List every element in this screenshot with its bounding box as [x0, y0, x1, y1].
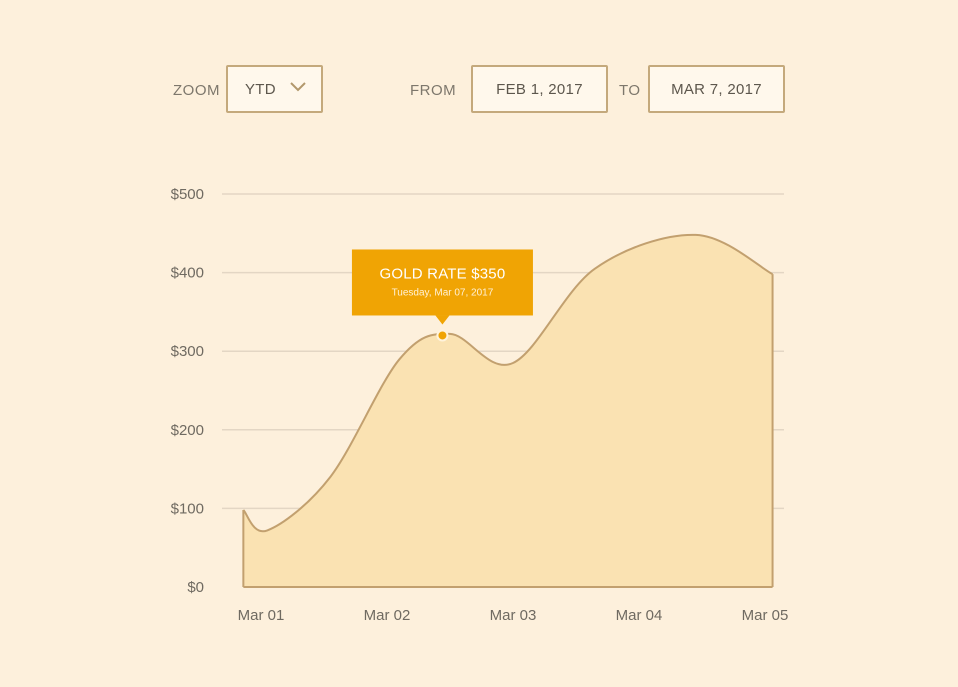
- tooltip-box: [351, 249, 533, 316]
- zoom-select[interactable]: YTD: [226, 65, 323, 113]
- x-tick-label: Mar 03: [490, 607, 537, 624]
- series-line: [242, 233, 774, 533]
- tooltip-subtitle: Tuesday, Mar 07, 2017: [392, 287, 494, 298]
- to-label: TO: [619, 82, 641, 99]
- to-date-input[interactable]: MAR 7, 2017: [648, 65, 785, 113]
- y-tick-label: $0: [187, 579, 204, 596]
- from-date-value: FEB 1, 2017: [496, 80, 583, 98]
- y-tick-label: $300: [171, 343, 204, 360]
- x-tick-label: Mar 05: [742, 607, 789, 624]
- x-tick-label: Mar 02: [364, 607, 411, 624]
- tooltip-pointer: [435, 315, 450, 325]
- gold-rate-tooltip: GOLD RATE $350 Tuesday, Mar 07, 2017: [351, 249, 533, 325]
- from-label: FROM: [410, 82, 457, 99]
- x-tick-label: Mar 01: [238, 607, 285, 624]
- y-tick-label: $100: [171, 500, 204, 517]
- data-point-marker[interactable]: [436, 329, 449, 342]
- area-fill: [243, 234, 773, 588]
- x-tick-label: Mar 04: [616, 607, 663, 624]
- zoom-select-value: YTD: [245, 80, 276, 98]
- y-tick-label: $400: [171, 265, 204, 282]
- chevron-down-icon: [290, 82, 306, 92]
- from-date-input[interactable]: FEB 1, 2017: [471, 65, 608, 113]
- to-date-value: MAR 7, 2017: [671, 80, 762, 98]
- y-tick-label: $500: [171, 186, 204, 203]
- x-axis-ticks: Mar 01 Mar 02 Mar 03 Mar 04 Mar 05: [238, 607, 789, 624]
- y-axis-ticks: $0 $100 $200 $300 $400 $500: [171, 186, 204, 596]
- y-tick-label: $200: [171, 422, 204, 439]
- zoom-label: ZOOM: [173, 82, 220, 99]
- tooltip-title: GOLD RATE $350: [379, 265, 505, 282]
